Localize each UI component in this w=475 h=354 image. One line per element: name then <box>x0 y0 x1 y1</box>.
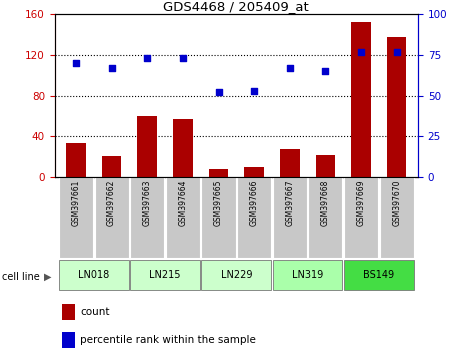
Text: GSM397670: GSM397670 <box>392 179 401 226</box>
Point <box>215 90 222 95</box>
Bar <box>209 169 228 177</box>
Point <box>179 55 187 61</box>
Text: GSM397666: GSM397666 <box>250 179 258 226</box>
Bar <box>62 332 75 348</box>
Text: LN319: LN319 <box>292 270 323 280</box>
Bar <box>315 155 335 177</box>
Text: cell line: cell line <box>2 272 40 282</box>
Bar <box>273 177 307 258</box>
Text: GSM397667: GSM397667 <box>285 179 294 226</box>
Text: count: count <box>80 307 110 317</box>
Text: LN018: LN018 <box>78 270 109 280</box>
Bar <box>59 260 129 290</box>
Bar <box>237 177 271 258</box>
Bar <box>59 177 93 258</box>
Text: ▶: ▶ <box>44 272 52 282</box>
Bar <box>201 260 271 290</box>
Bar <box>102 156 122 177</box>
Point <box>143 55 151 61</box>
Title: GDS4468 / 205409_at: GDS4468 / 205409_at <box>163 0 309 13</box>
Point <box>357 49 365 55</box>
Bar <box>66 143 86 177</box>
Point <box>250 88 258 93</box>
Bar <box>244 167 264 177</box>
Bar <box>130 177 164 258</box>
Text: GSM397661: GSM397661 <box>72 179 80 226</box>
Text: GSM397665: GSM397665 <box>214 179 223 226</box>
Text: GSM397664: GSM397664 <box>179 179 187 226</box>
Point <box>108 65 115 71</box>
Bar <box>95 177 129 258</box>
Bar <box>173 119 193 177</box>
Bar <box>137 116 157 177</box>
Text: GSM397668: GSM397668 <box>321 179 330 226</box>
Point <box>393 49 400 55</box>
Text: LN229: LN229 <box>220 270 252 280</box>
Bar <box>166 177 200 258</box>
Bar <box>201 177 236 258</box>
Bar <box>380 177 414 258</box>
Bar <box>344 260 414 290</box>
Text: BS149: BS149 <box>363 270 394 280</box>
Bar <box>351 22 371 177</box>
Text: GSM397669: GSM397669 <box>357 179 365 226</box>
Bar <box>387 36 407 177</box>
Point <box>286 65 294 71</box>
Bar <box>273 260 342 290</box>
Bar <box>62 304 75 320</box>
Bar <box>344 177 378 258</box>
Bar <box>130 260 200 290</box>
Text: percentile rank within the sample: percentile rank within the sample <box>80 335 256 346</box>
Bar <box>280 149 300 177</box>
Text: GSM397663: GSM397663 <box>143 179 152 226</box>
Point <box>322 68 329 74</box>
Bar <box>308 177 342 258</box>
Text: LN215: LN215 <box>149 270 181 280</box>
Text: GSM397662: GSM397662 <box>107 179 116 226</box>
Point <box>72 60 80 66</box>
